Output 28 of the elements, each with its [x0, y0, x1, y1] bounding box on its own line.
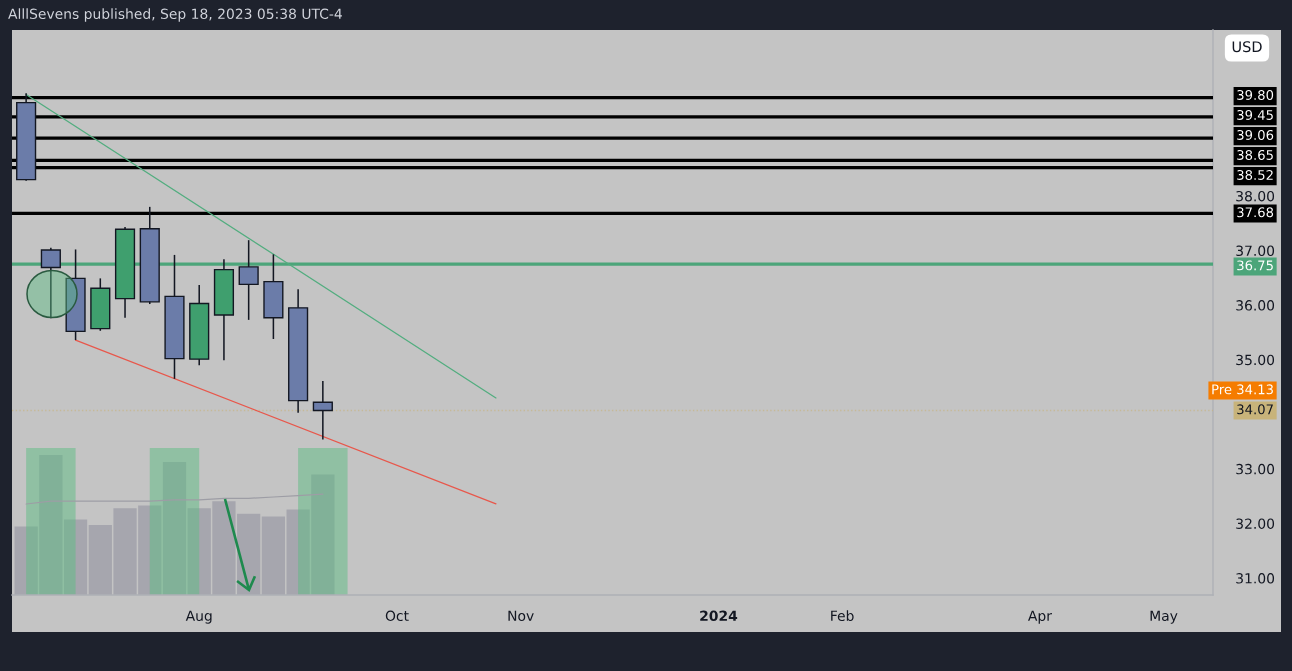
ref-line-label: 39.80 [1237, 89, 1274, 100]
x-tick-label: 2024 [700, 610, 738, 622]
y-tick-label: 35.00 [1236, 354, 1275, 366]
text: USD [1232, 41, 1262, 53]
ref-line-label: 39.45 [1237, 109, 1273, 120]
ref-line-label: 37.68 [1237, 207, 1274, 218]
x-tick-label: Aug [185, 610, 212, 624]
candlestick [40, 247, 61, 319]
x-tick-label: Feb [831, 610, 854, 622]
chart-title: AlllSevens published, Sep 18, 2023 05:38 UTC-4 [8, 8, 342, 22]
x-tick-label: Apr [1028, 610, 1052, 624]
annotation: Pre 34.13 [1212, 384, 1273, 395]
candlestick [238, 239, 259, 321]
y-tick-label: 38.00 [1236, 190, 1275, 202]
y-tick-label: 37.00 [1236, 245, 1275, 257]
x-tick-label: Oct [385, 610, 409, 622]
y-tick-label: 31.00 [1236, 573, 1275, 584]
ref-line-label: 38.52 [1237, 169, 1273, 180]
ref-line-label: 36.75 [1237, 260, 1273, 271]
candlestick [312, 380, 333, 441]
ref-line-label: 38.65 [1237, 149, 1273, 160]
x-tick-label: May [1150, 610, 1178, 624]
x-tick-label: Nov [508, 610, 534, 622]
y-tick-label: 36.00 [1236, 300, 1275, 311]
ref-line-label: 39.06 [1237, 129, 1274, 140]
y-tick-label: 33.00 [1236, 463, 1275, 475]
ref-line-label: 34.07 [1237, 404, 1273, 415]
y-tick-label: 32.00 [1236, 518, 1275, 529]
